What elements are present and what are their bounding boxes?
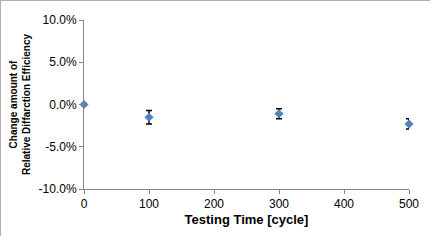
svg-text:300: 300: [269, 197, 289, 211]
svg-text:-5.0%: -5.0%: [45, 140, 77, 154]
svg-text:10.0%: 10.0%: [43, 13, 77, 27]
svg-text:100: 100: [139, 197, 159, 211]
svg-text:-10.0%: -10.0%: [39, 182, 77, 196]
svg-text:5.0%: 5.0%: [49, 55, 77, 69]
svg-text:Testing Time [cycle]: Testing Time [cycle]: [185, 212, 309, 227]
svg-text:500: 500: [399, 197, 419, 211]
svg-text:Change amount ofRelative Diffa: Change amount ofRelative Diffarction Eff…: [8, 33, 32, 175]
svg-text:200: 200: [204, 197, 224, 211]
svg-text:0: 0: [81, 197, 88, 211]
svg-text:400: 400: [334, 197, 354, 211]
svg-text:0.0%: 0.0%: [49, 98, 77, 112]
